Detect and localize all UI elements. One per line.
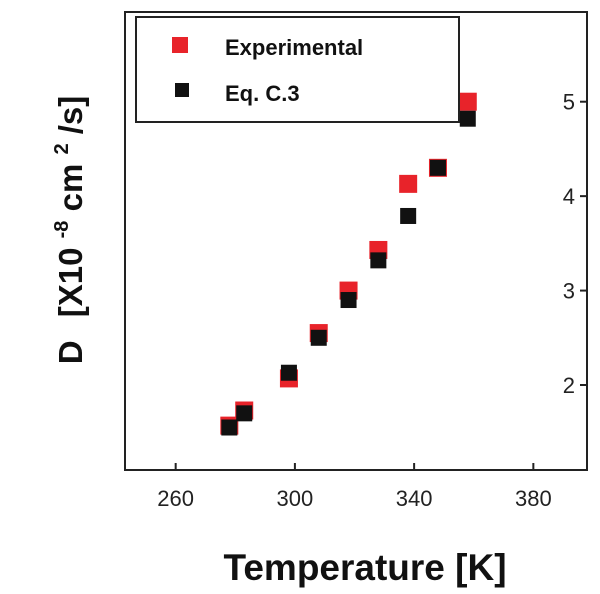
y-axis-title-unit-prefix: [X10 [52, 248, 89, 318]
y-tick-label: 3 [563, 279, 575, 304]
x-axis: 260 300 340 380 [157, 463, 552, 511]
plot-frame [124, 11, 588, 471]
legend-marker-eq-c3 [175, 83, 189, 97]
y-axis-title-unit-exponent-2: 2 [51, 143, 73, 154]
data-points [220, 92, 477, 436]
x-axis-title: Temperature [K] [223, 547, 506, 588]
eq-c3-point [221, 419, 238, 436]
x-tick-label: 340 [396, 486, 433, 511]
eq-c3-point [340, 292, 357, 309]
eq-c3-point [310, 329, 327, 346]
legend-box [135, 16, 460, 123]
y-axis-title-unit-suffix: /s] [52, 96, 89, 135]
y-axis-title-unit-exponent: -8 [51, 221, 73, 239]
y-tick-label: 2 [563, 373, 575, 398]
legend-marker-experimental [172, 37, 188, 53]
legend-label-experimental: Experimental [225, 35, 363, 60]
eq-c3-point [459, 110, 476, 127]
y-tick-label: 5 [563, 90, 575, 115]
eq-c3-point [429, 159, 446, 176]
x-tick-label: 380 [515, 486, 552, 511]
eq-c3-point [400, 207, 417, 224]
x-tick-label: 300 [277, 486, 314, 511]
y-axis-title: D [X10 -8 cm 2 /s] [38, 96, 89, 365]
y-axis: 2 3 4 5 [563, 90, 587, 398]
eq-c3-point [280, 364, 297, 381]
eq-c3-point [236, 405, 253, 422]
y-axis-title-symbol: D [52, 340, 89, 364]
x-tick-label: 260 [157, 486, 194, 511]
eq-c3-point [370, 252, 387, 269]
experimental-point [399, 174, 418, 193]
y-tick-label: 4 [563, 184, 575, 209]
legend-label-eq-c3: Eq. C.3 [225, 81, 300, 106]
legend: Experimental Eq. C.3 [135, 16, 460, 123]
y-axis-title-unit-mid: cm [52, 164, 89, 212]
experimental-point [458, 92, 477, 111]
